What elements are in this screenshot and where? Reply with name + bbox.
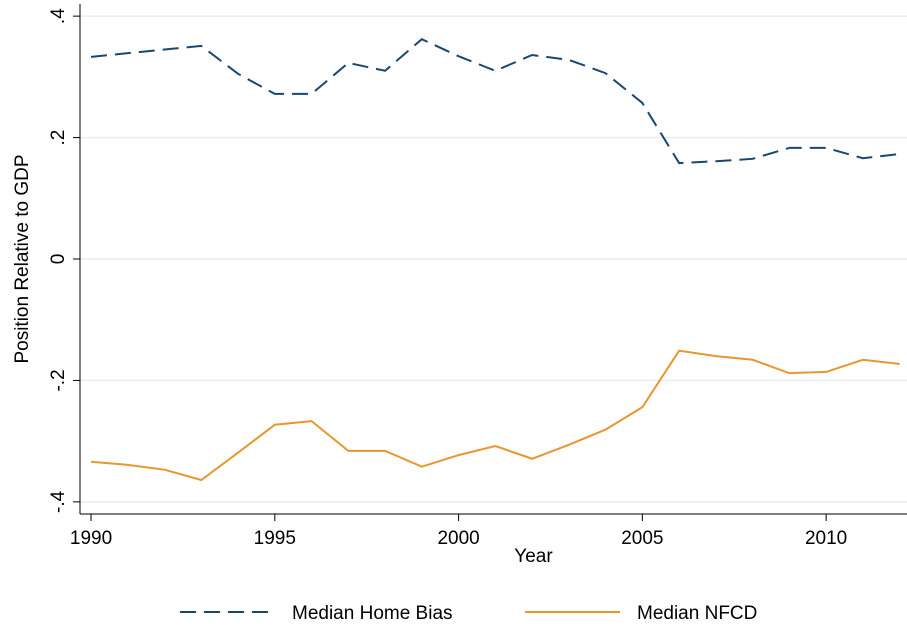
legend-label: Median NFCD [637, 603, 757, 624]
y-tick-label: -.4 [48, 490, 69, 513]
y-tick-label: -.2 [48, 369, 69, 391]
y-tick-label: .4 [48, 8, 69, 24]
x-axis-title: Year [514, 546, 553, 567]
y-axis-title: Position Relative to GDP [12, 154, 33, 363]
series-line [90, 38, 900, 165]
series-line [90, 349, 900, 482]
y-tick-label: 0 [48, 254, 69, 265]
x-tick-label: 2005 [621, 528, 663, 549]
x-tick-label: 2000 [437, 528, 479, 549]
y-tick-label: .2 [48, 130, 69, 146]
x-tick-label: 2010 [805, 528, 847, 549]
x-tick-label: 1995 [254, 528, 296, 549]
legend-label: Median Home Bias [292, 603, 453, 624]
x-tick-label: 1990 [70, 528, 112, 549]
